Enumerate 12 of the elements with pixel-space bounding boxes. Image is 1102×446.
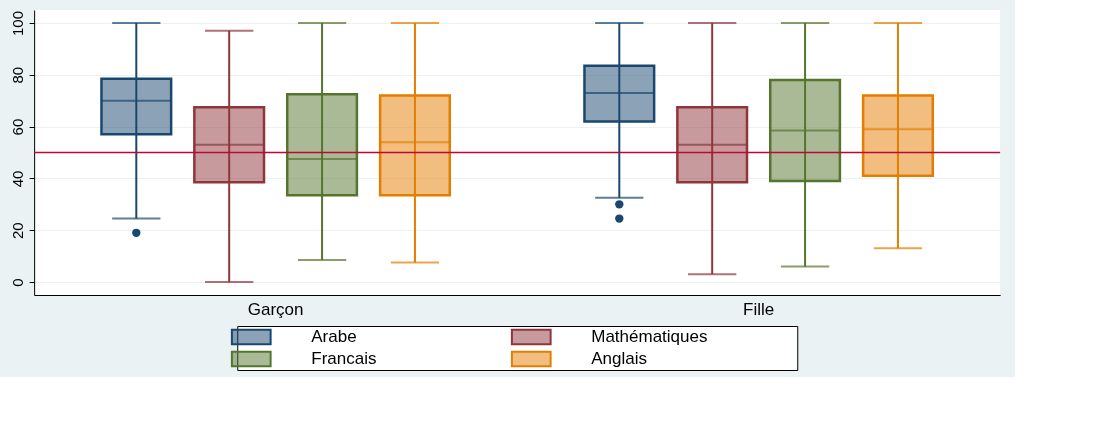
y-tick-label: 80 (8, 66, 26, 84)
legend-label: Arabe (311, 327, 357, 346)
x-tick-label: Fille (743, 299, 775, 319)
legend-label: Anglais (591, 349, 648, 368)
y-tick-label: 0 (8, 278, 26, 287)
y-tick-label: 20 (8, 222, 26, 240)
x-tick-label: Garçon (247, 299, 304, 319)
legend-label: Francais (311, 349, 377, 368)
y-tick-label: 60 (8, 118, 26, 136)
legend-label: Mathématiques (591, 327, 708, 346)
y-tick-label: 100 (8, 10, 26, 36)
y-tick-label: 40 (8, 170, 26, 188)
